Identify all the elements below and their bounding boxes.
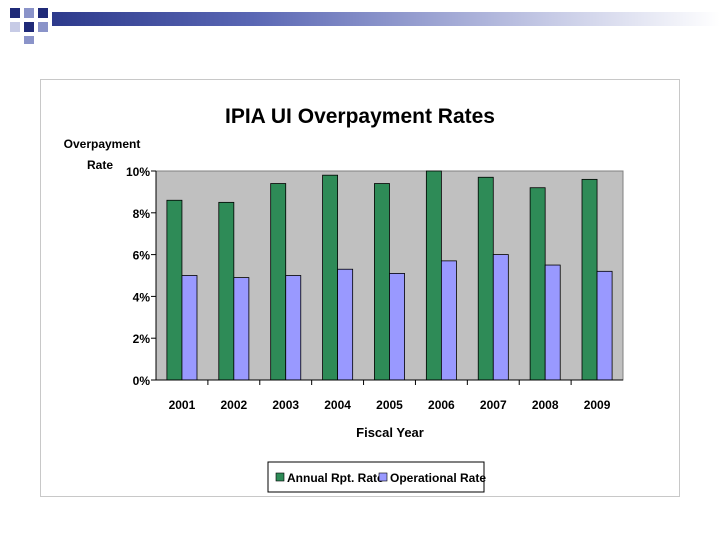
legend-label-annual: Annual Rpt. Rate <box>287 471 384 485</box>
x-tick-label: 2005 <box>376 398 403 412</box>
bar-operational-rate <box>285 275 302 381</box>
x-tick-label: 2007 <box>480 398 507 412</box>
x-tick-label: 2003 <box>272 398 299 412</box>
bar-annual-rate <box>425 170 442 381</box>
legend-label-operational: Operational Rate <box>390 471 486 485</box>
deco-square <box>24 8 34 18</box>
bar-operational-rate <box>233 277 250 381</box>
bar-annual-rate <box>322 174 339 381</box>
chart-title: IPIA UI Overpayment Rates <box>225 105 495 128</box>
y-tick-label: 10% <box>126 165 150 179</box>
bar-operational-rate <box>440 260 457 381</box>
bar-annual-rate <box>529 187 546 381</box>
deco-square <box>38 22 48 32</box>
slide-decoration <box>0 0 60 45</box>
x-tick-label: 2004 <box>324 398 351 412</box>
x-tick-label: 2001 <box>169 398 196 412</box>
y-tick-label: 2% <box>133 332 151 346</box>
deco-square <box>24 22 34 32</box>
bar-annual-rate <box>166 199 183 381</box>
bar-operational-rate <box>544 264 561 381</box>
bar-annual-rate <box>374 183 390 381</box>
y-axis-label-line2: Rate <box>87 158 113 172</box>
y-tick-label: 6% <box>133 249 151 263</box>
bar-annual-rate <box>581 178 598 381</box>
legend-swatch-annual <box>275 472 285 482</box>
deco-square <box>10 22 20 32</box>
bar-operational-rate <box>492 254 509 381</box>
x-axis-label: Fiscal Year <box>356 425 424 440</box>
bar-operational-rate <box>337 268 354 381</box>
x-tick-label: 2002 <box>220 398 247 412</box>
legend-swatch-operational <box>378 472 388 482</box>
bar-annual-rate <box>477 176 494 381</box>
deco-square <box>10 8 20 18</box>
bar-operational-rate <box>181 275 198 381</box>
x-tick-label: 2006 <box>428 398 455 412</box>
bar-operational-rate <box>389 273 405 381</box>
y-tick-label: 8% <box>133 207 151 221</box>
y-tick-label: 4% <box>133 290 151 304</box>
deco-square <box>24 36 34 44</box>
header-gradient-bar <box>52 12 720 26</box>
y-tick-label: 0% <box>133 374 151 388</box>
bar-annual-rate <box>218 201 235 381</box>
x-tick-label: 2008 <box>532 398 559 412</box>
bar-operational-rate <box>596 270 613 381</box>
x-tick-label: 2009 <box>584 398 611 412</box>
bar-annual-rate <box>270 183 287 381</box>
legend-box <box>267 461 485 493</box>
y-axis-label-line1: Overpayment <box>64 137 141 151</box>
deco-square <box>38 8 48 18</box>
